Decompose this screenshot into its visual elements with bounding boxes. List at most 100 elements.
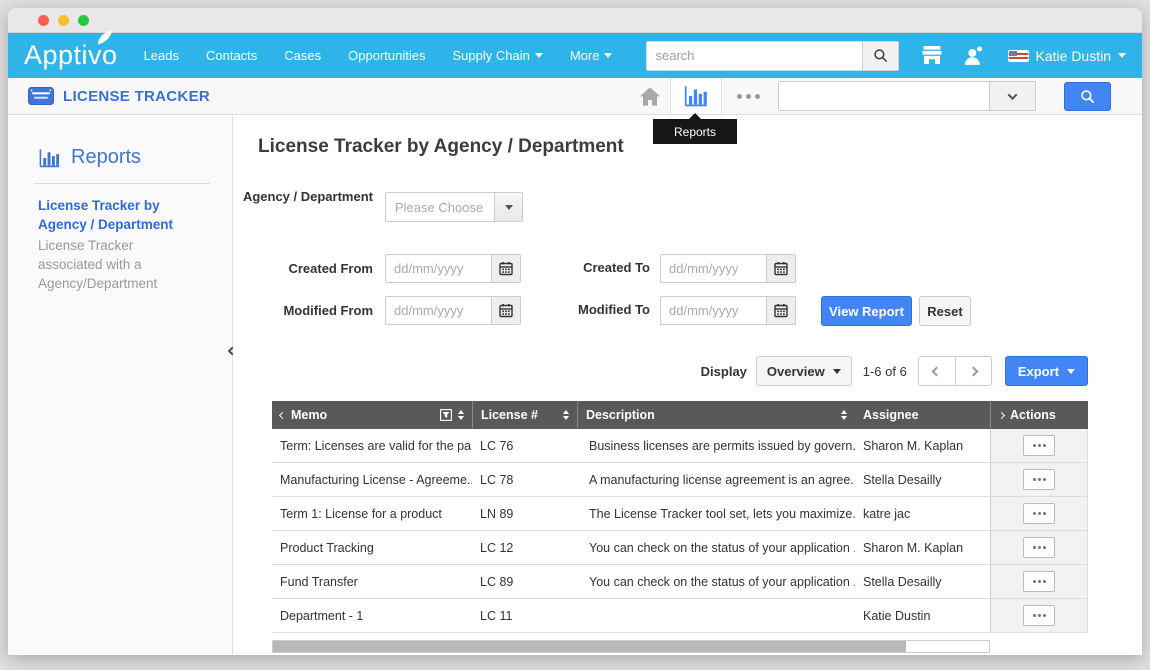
result-range: 1-6 of 6: [862, 363, 907, 379]
nav-item-more[interactable]: More: [570, 48, 613, 63]
row-actions-button[interactable]: [1023, 469, 1055, 490]
appbar-search-button[interactable]: [1064, 82, 1111, 111]
reports-tab-button[interactable]: [670, 78, 722, 114]
header-license[interactable]: License #: [472, 401, 577, 429]
nav-item-supply-chain[interactable]: Supply Chain: [452, 48, 543, 63]
global-search-input[interactable]: [645, 40, 862, 71]
chevron-down-icon: [1007, 89, 1018, 100]
row-actions-button[interactable]: [1023, 435, 1055, 456]
appbar-select-toggle[interactable]: [989, 82, 1035, 110]
more-apps-button[interactable]: [722, 78, 774, 114]
row-actions-button[interactable]: [1023, 571, 1055, 592]
created-from-calendar-button[interactable]: [491, 254, 521, 283]
pagination: [917, 356, 992, 386]
header-description[interactable]: Description: [577, 401, 855, 429]
user-status-button[interactable]: [963, 46, 984, 65]
ellipsis-icon: [1032, 580, 1036, 583]
fullscreen-window-button[interactable]: [78, 14, 89, 26]
modified-from-label: Modified From: [283, 303, 373, 318]
brand-text: Apptivo: [24, 40, 118, 70]
filter-icon[interactable]: [440, 409, 452, 421]
nav-item-leads[interactable]: Leads: [143, 48, 179, 63]
minimize-window-button[interactable]: [58, 14, 69, 26]
report-table: Memo License # Description: [272, 401, 1088, 633]
select-arrow-button[interactable]: [494, 193, 522, 221]
header-actions[interactable]: Actions: [990, 401, 1088, 429]
sidebar-report-link[interactable]: License Tracker by Agency / Department: [38, 198, 174, 232]
search-icon: [873, 49, 887, 63]
calendar-icon: [499, 304, 513, 318]
sidebar-divider: [34, 183, 210, 184]
modified-from-field: [385, 296, 521, 325]
sidebar-heading-text: Reports: [71, 146, 142, 168]
created-to-label: Created To: [583, 260, 650, 275]
ellipsis-icon: [1032, 478, 1036, 481]
app-store-button[interactable]: [921, 46, 943, 65]
chevron-down-icon: [1118, 53, 1126, 58]
appbar-search-select: [778, 81, 1036, 111]
agency-department-label: Agency / Department: [242, 189, 373, 204]
home-button[interactable]: [630, 78, 670, 114]
sidebar-collapse-handle[interactable]: [224, 338, 240, 364]
table-row[interactable]: Term: Licenses are valid for the pa... L…: [272, 429, 1088, 463]
chevron-down-icon: [1067, 368, 1075, 374]
created-to-calendar-button[interactable]: [766, 254, 796, 283]
apptivo-logo[interactable]: Apptivo: [24, 30, 118, 71]
ellipsis-icon: [1032, 444, 1036, 447]
table-row[interactable]: Term 1: License for a product LN 89 The …: [272, 497, 1088, 531]
store-icon: [922, 46, 942, 64]
appbar-search-input[interactable]: [779, 82, 989, 110]
sort-icon[interactable]: [841, 410, 847, 420]
sidebar-report-description: License Tracker associated with a Agency…: [38, 238, 158, 291]
global-search-button[interactable]: [861, 40, 899, 71]
agency-department-select[interactable]: Please Choose: [385, 192, 523, 222]
table-row[interactable]: Fund Transfer LC 89 You can check on the…: [272, 565, 1088, 599]
modified-to-input[interactable]: [660, 296, 766, 325]
calendar-icon: [499, 262, 513, 276]
modified-from-input[interactable]: [385, 296, 491, 325]
flag-icon: [1007, 49, 1029, 62]
prev-page-button[interactable]: [917, 356, 955, 386]
top-navigation: Apptivo Leads Contacts Cases Opportuniti…: [8, 30, 1142, 78]
sort-icon[interactable]: [458, 410, 464, 420]
nav-item-opportunities[interactable]: Opportunities: [348, 48, 426, 63]
table-row[interactable]: Product Tracking LC 12 You can check on …: [272, 531, 1088, 565]
user-menu[interactable]: Katie Dustin: [1007, 48, 1126, 64]
created-to-input[interactable]: [660, 254, 766, 283]
display-mode-select[interactable]: Overview: [755, 356, 852, 386]
main-nav: Leads Contacts Cases Opportunities Suppl…: [144, 48, 613, 63]
reset-button[interactable]: Reset: [919, 296, 971, 326]
chevron-down-icon: [604, 53, 613, 58]
sort-icon[interactable]: [563, 410, 569, 420]
created-from-input[interactable]: [385, 254, 491, 283]
row-actions-button[interactable]: [1023, 503, 1055, 524]
page-title: License Tracker by Agency / Department: [258, 136, 624, 157]
view-report-button[interactable]: View Report: [821, 296, 912, 326]
display-toolbar: Display Overview 1-6 of 6 Export: [701, 356, 1088, 386]
ellipsis-icon: [1032, 546, 1036, 549]
created-from-label: Created From: [288, 261, 373, 276]
modified-from-calendar-button[interactable]: [491, 296, 521, 325]
content: Reports License Tracker by Agency / Depa…: [8, 116, 1142, 655]
modified-to-calendar-button[interactable]: [766, 296, 796, 325]
close-window-button[interactable]: [38, 14, 49, 26]
header-assignee[interactable]: Assignee: [863, 408, 919, 422]
titlebar: [8, 8, 1142, 33]
row-actions-button[interactable]: [1023, 605, 1055, 626]
table-row[interactable]: Manufacturing License - Agreeme... LC 78…: [272, 463, 1088, 497]
header-memo[interactable]: Memo: [272, 401, 472, 429]
scrollbar-thumb[interactable]: [273, 641, 906, 652]
next-page-button[interactable]: [954, 356, 992, 386]
app-bar: LICENSE TRACKER: [8, 78, 1142, 115]
export-button[interactable]: Export: [1004, 356, 1088, 386]
topnav-right: Katie Dustin: [645, 40, 1126, 71]
nav-item-contacts[interactable]: Contacts: [205, 48, 258, 63]
horizontal-scrollbar[interactable]: [272, 640, 990, 653]
nav-item-cases[interactable]: Cases: [284, 48, 322, 63]
chevron-left-icon: [278, 411, 287, 419]
row-actions-button[interactable]: [1023, 537, 1055, 558]
created-to-field: [660, 254, 796, 283]
person-icon: [964, 46, 982, 65]
table-row[interactable]: Department - 1 LC 11 Katie Dustin: [272, 599, 1088, 633]
chevron-down-icon: [504, 204, 513, 210]
